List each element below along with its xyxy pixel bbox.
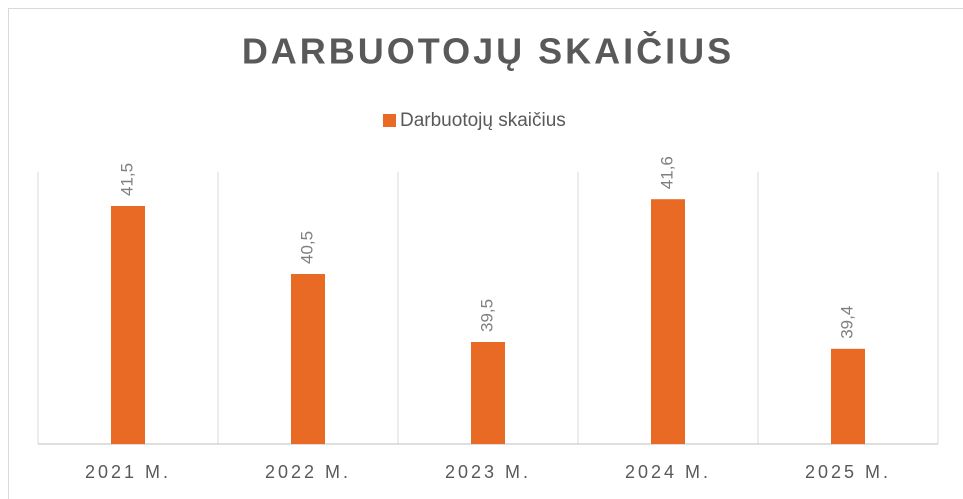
bar: [831, 348, 865, 444]
data-label: 39,4: [837, 306, 856, 339]
x-tick-label: 2025 M.: [805, 462, 891, 482]
bar: [111, 206, 145, 444]
data-label: 41,6: [657, 156, 676, 189]
legend-swatch: [383, 114, 396, 127]
x-tick-label: 2022 M.: [265, 462, 351, 482]
data-label: 40,5: [297, 231, 316, 264]
bar: [471, 342, 505, 444]
bar: [291, 274, 325, 444]
data-label: 39,5: [477, 299, 496, 332]
data-label: 41,5: [117, 163, 136, 196]
x-tick-label: 2021 M.: [85, 462, 171, 482]
legend-label: Darbuotojų skaičius: [400, 110, 566, 131]
bar: [651, 199, 685, 444]
x-tick-label: 2023 M.: [445, 462, 531, 482]
x-tick-label: 2024 M.: [625, 462, 711, 482]
chart-title: DARBUOTOJŲ SKAIČIUS: [242, 30, 734, 72]
